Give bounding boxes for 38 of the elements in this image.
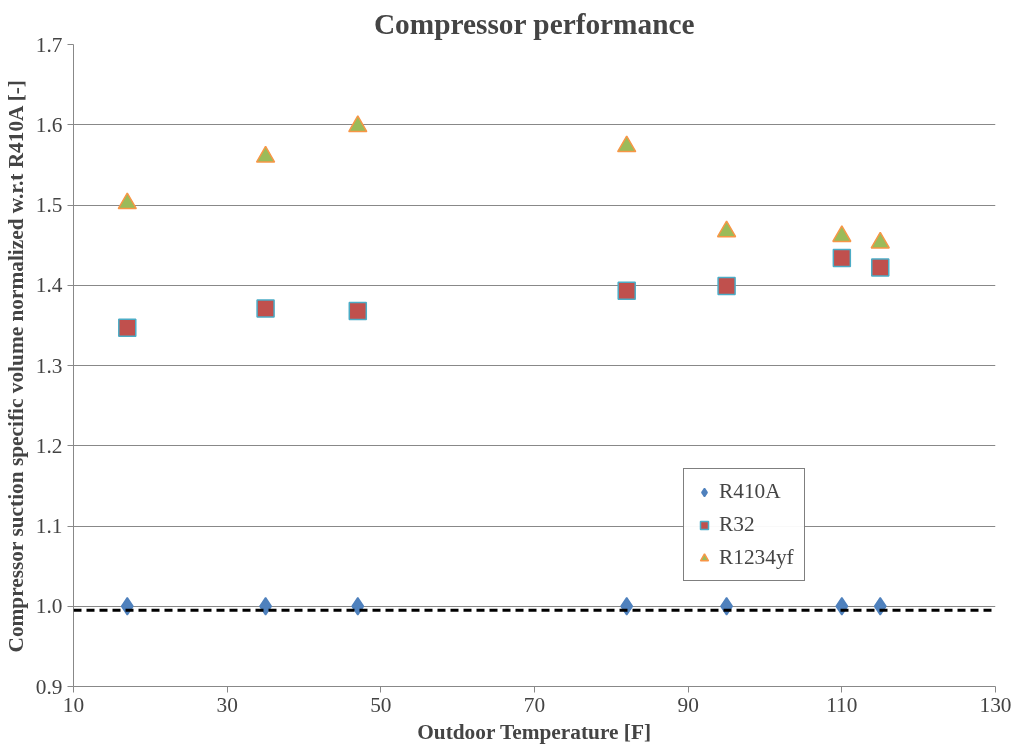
legend-label: R32 — [719, 512, 755, 537]
y-tick-label: 1.4 — [35, 273, 63, 298]
point — [117, 192, 138, 210]
point — [832, 225, 852, 243]
y-tick-label: 1.3 — [35, 353, 63, 378]
y-tick-label: 1.1 — [35, 514, 63, 538]
y-tick-label: 1.6 — [35, 112, 63, 137]
y-tick-label: 1.7 — [35, 32, 63, 57]
point — [871, 258, 890, 277]
point — [348, 115, 368, 133]
point — [616, 135, 637, 153]
point — [255, 145, 276, 163]
point — [118, 318, 137, 338]
y-tick-label: 0.9 — [35, 674, 63, 699]
point — [348, 301, 368, 321]
point — [873, 597, 887, 616]
point — [617, 281, 636, 301]
point — [717, 276, 736, 296]
point — [716, 220, 737, 238]
x-tick-label: 30 — [216, 692, 238, 717]
x-tick-label: 90 — [677, 692, 699, 717]
x-tick-label: 70 — [523, 692, 546, 717]
legend-label: R410A — [719, 479, 781, 504]
point — [832, 248, 852, 268]
y-tick-label: 1.5 — [35, 193, 63, 217]
x-tick-label: 10 — [62, 692, 85, 717]
legend-label: R1234yf — [719, 545, 794, 570]
y-tick-label: 1.2 — [35, 433, 63, 458]
y-axis-title: Compressor suction specific volume normalized w.r.t R410A [-] — [3, 80, 28, 653]
chart-title: Compressor performance — [373, 7, 695, 40]
y-tick-label: 1.0 — [35, 594, 63, 619]
point — [351, 597, 365, 616]
x-tick-label: 110 — [826, 692, 858, 717]
x-axis-title: Outdoor Temperature [F] — [417, 719, 652, 744]
point — [256, 299, 275, 318]
x-tick-label: 50 — [370, 692, 392, 717]
x-tick-label: 130 — [979, 692, 1012, 717]
point — [870, 231, 890, 249]
